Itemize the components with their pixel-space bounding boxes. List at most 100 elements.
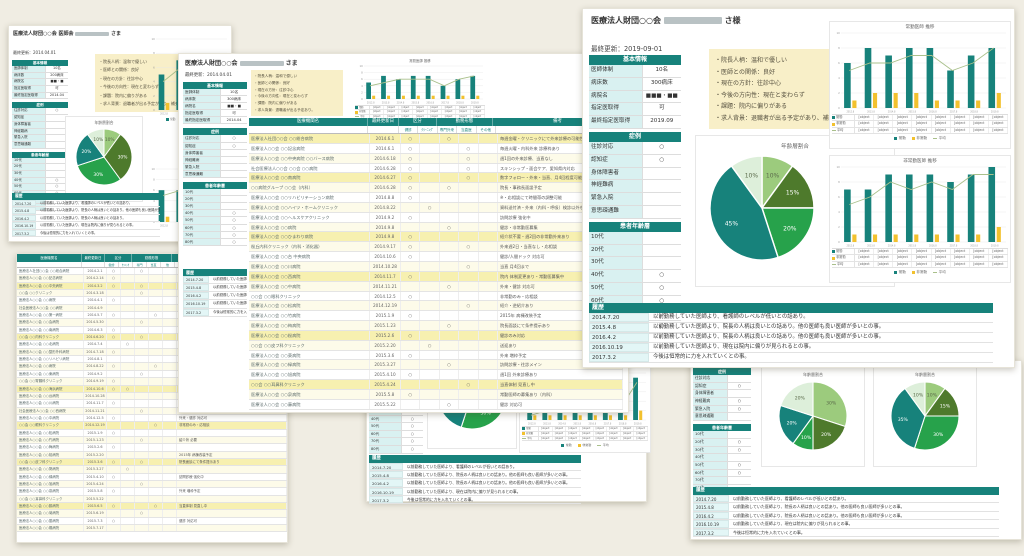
svg-text:10%: 10% — [745, 173, 759, 180]
svg-text:30%: 30% — [93, 172, 103, 178]
svg-text:2017.8: 2017.8 — [950, 244, 958, 247]
table-row: 医療法人○○会 ○○竹病院 2015.1.23 ○ 紹介状 必要 — [17, 436, 287, 445]
table-row: ○○会 ○○クリニック 2014.3.18 ○ — [17, 290, 287, 298]
svg-text:2012.8: 2012.8 — [846, 244, 854, 247]
age-row: 50代 ○ — [589, 282, 681, 296]
note-line: ・院長人柄：温和で優しい — [99, 59, 147, 64]
case-row: 意思疎通難 — [693, 413, 751, 422]
note-line: ・今後の方向性：現在と変わらず — [99, 84, 159, 90]
table-row: 医療法人○○会 ○○病院 2014.9.8 ○ 健診・非常勤医募集 — [249, 222, 623, 233]
chart-table-row: 常勤 [object Object][object Object][object… — [355, 106, 485, 111]
svg-text:2013.8: 2013.8 — [382, 101, 390, 104]
table-row: 医療法人○○会 ○○記念病院 2014.2.14 ○ — [17, 275, 287, 283]
svg-text:10%: 10% — [801, 435, 812, 441]
age-row: 10代 — [12, 157, 68, 165]
case-row: 神経難病 ○ — [693, 398, 751, 406]
svg-text:8: 8 — [361, 71, 363, 75]
report-page-c: 医療法人財団○○会 さま 最終更新：2014.04.01 基本情報 医師体制 10… — [178, 53, 629, 413]
age-row: 30代 ○ — [693, 446, 751, 455]
svg-text:20%: 20% — [795, 396, 806, 402]
info-row: 最終指定医取得 2014.04 — [12, 92, 68, 100]
basic-info-table: 基本情報 医師体制 10名 病床数 200病床 病院名 ■■・■ 指定医取得可 最終指… — [12, 60, 68, 100]
note-line: ・現在の方針：往診中心 — [715, 80, 782, 87]
svg-text:2: 2 — [361, 90, 363, 94]
history-row: 2016.4.2 以前勤務していた医師より、院長の人柄は良いとの話あり。他の医師も… — [589, 333, 993, 343]
age-row: 10代 — [693, 431, 751, 439]
legend-item: 常勤 — [165, 117, 175, 121]
table-row: 桜丘内科クリニック（内科・消化器） 2014.9.17 ○ ○ 外来週2日・当直… — [249, 242, 623, 253]
svg-text:10: 10 — [151, 167, 155, 171]
cases-table: 症例 往診対応 認知症 ○ 身体障害者 神経難病 ○ 緊急入院 ○ 意思疎通難 — [693, 368, 751, 422]
svg-text:2014.8: 2014.8 — [397, 101, 405, 104]
table-row: 医療法人○○会 ○○梅病院 2015.2.6 ○ — [17, 444, 287, 452]
note-line: ・医師との関係：良好 — [99, 67, 139, 73]
svg-text:0: 0 — [838, 240, 840, 244]
table-row: 医療法人○○会 ○○竹病院 2015.1.9 ○ 2015年 病棟改装予定 — [249, 311, 623, 322]
case-row: 認知症 ○ — [693, 382, 751, 391]
svg-text:2: 2 — [838, 225, 840, 229]
age-row: 20代 — [589, 244, 681, 258]
age-pie-box: 年齢層割合 10% 30% 30% 20% 10% — [65, 116, 143, 202]
cases-table: 症例 往診対応 ○ 認知症 身体障害者 神経難病 緊急入院 意思疎通難 — [12, 102, 68, 149]
section-header: 症例 — [183, 128, 247, 136]
info-row: 医師体制 10名 — [589, 65, 681, 78]
doctor-bar-box: 常勤医師 推移 0 2 4 6 8 10 2012.8 2013.8 2014.8 2015.8 2… — [355, 58, 485, 120]
svg-text:2012.8: 2012.8 — [846, 110, 854, 113]
info-row: 病院名 ■■・■ — [12, 79, 68, 87]
case-row: 緊急入院 — [183, 163, 247, 171]
table-row: 医療法人○○会 ○○ハイツ・ホームクリニック 2014.8.22 ○ 資料送付済… — [249, 202, 623, 213]
legend-item: 平均 — [933, 136, 946, 141]
table-row: 医療法人○○会 ○○ヘルスケアクリニック 2014.9.2 ○ 訪問診療 強化中 — [249, 212, 623, 223]
note-line: ・現在の方針：往診中心 — [254, 87, 294, 92]
svg-text:2013.8: 2013.8 — [867, 110, 875, 113]
parttime-doctor-chart-box: 非常勤医師 推移 0 2 4 6 8 10 2012.8 2013.8 2014.8 2015.8… — [829, 155, 1011, 283]
svg-text:10%: 10% — [93, 137, 103, 143]
svg-text:15%: 15% — [940, 403, 951, 409]
table-row: 医療法人○○会 ○○蘭病院 2015.7.3 ○ 健診 対応可 — [17, 517, 287, 526]
svg-text:2017.8: 2017.8 — [950, 110, 958, 113]
note-line: ・課題：院内に偏りがある — [254, 101, 298, 106]
table-row: 医療法人○○会 ○○西病院 2014.11.7 ○ 院内 体制変更あり・常勤医募… — [249, 271, 623, 282]
svg-text:2: 2 — [153, 94, 155, 98]
svg-text:4: 4 — [838, 76, 840, 80]
svg-text:2018.8: 2018.8 — [456, 101, 464, 104]
table-row: 医療法人○○会 ○○リハビリ病院 2014.8.1 — [17, 356, 287, 364]
table-sub-header: 健診 ｸﾘﾆｯｸ 専門 当直 他 — [17, 262, 287, 268]
svg-text:45%: 45% — [725, 221, 739, 228]
svg-text:2013.8: 2013.8 — [867, 244, 875, 247]
svg-text:2018.8: 2018.8 — [970, 244, 978, 247]
svg-text:2019.8: 2019.8 — [991, 244, 999, 247]
chart-table-row: 平均 [object Object][object Object][object… — [832, 261, 1008, 269]
info-row: 病床数 300病床 — [183, 96, 247, 104]
svg-text:8: 8 — [153, 178, 155, 182]
pie-title: 年齢層割合 — [915, 372, 935, 377]
svg-text:2012.8: 2012.8 — [160, 224, 168, 227]
svg-text:2014.8: 2014.8 — [558, 422, 566, 425]
svg-text:2017.8: 2017.8 — [441, 101, 449, 104]
section-header: 患者年齢層 — [183, 182, 247, 190]
last-updated: 最終更新：2014.04.01 — [13, 50, 56, 55]
svg-text:2019.8: 2019.8 — [634, 422, 642, 425]
svg-text:2017.8: 2017.8 — [604, 422, 612, 425]
table-row: 医療法人○○会 ○○緑病院 2015.4.10 ○ 訪問診療 強化中 — [17, 473, 287, 481]
age-row: 20代 — [12, 164, 68, 171]
table-row: 医療法人○○会 ○○藤病院 2015.5.22 ○ 健診 対応可 — [249, 399, 623, 410]
history-row: 2017.3.2 今後は恒常的に力を入れていくとの事。 — [12, 229, 160, 238]
age-row: 40代 ○ — [369, 415, 423, 424]
age-row: 70代 — [693, 477, 751, 485]
history-header: 履歴 — [12, 193, 160, 200]
age-row: 80代○ — [369, 445, 423, 454]
table-row: 医療法人○○会 ○○葵病院 2015.3.27 ○ — [17, 466, 287, 474]
table-group-header: 医療機関名 最終更新日 区分 勤務形態 備考 — [249, 118, 623, 126]
history-row: 2016.10.19 以前勤務していた医師より、現在は院内に偏りが見られるとの事。 — [369, 487, 581, 496]
note-line: ・課題：院内に偏りがある — [99, 92, 147, 98]
history-header: 履歴 — [589, 303, 993, 313]
age-row: 80代○ — [183, 238, 247, 246]
svg-text:2019.8: 2019.8 — [991, 110, 999, 113]
last-updated: 最終更新：2014.04.01 — [185, 73, 233, 78]
svg-text:4: 4 — [153, 199, 155, 203]
svg-text:10: 10 — [359, 64, 363, 68]
